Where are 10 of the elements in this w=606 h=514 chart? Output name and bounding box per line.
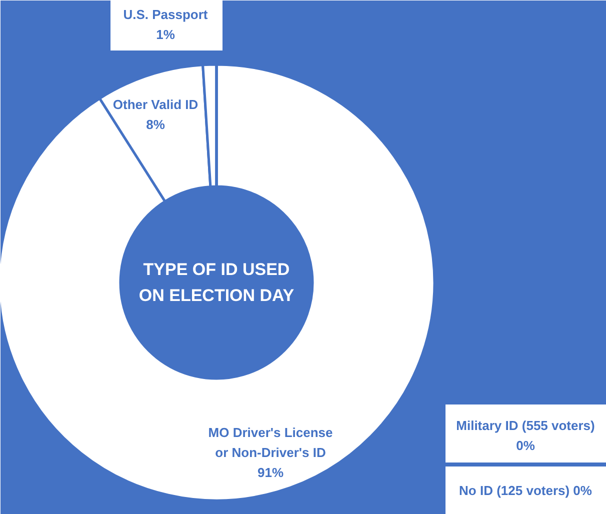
slice-label: Other Valid ID bbox=[112, 97, 198, 112]
text: 0% bbox=[516, 438, 535, 453]
data-label: 1% bbox=[156, 27, 176, 42]
data-label: 8% bbox=[146, 117, 166, 132]
slice-label: MO Driver's License or Non-Driver's ID bbox=[208, 425, 333, 460]
text: TYPE OF ID USED ON ELECTION DAY bbox=[138, 260, 295, 305]
slice-label: U.S. Passport bbox=[123, 7, 208, 22]
category-label: Military ID (555 voters) bbox=[456, 418, 595, 433]
data-label: 91% bbox=[257, 465, 284, 480]
category-label: No ID (125 voters) 0% bbox=[459, 483, 592, 498]
